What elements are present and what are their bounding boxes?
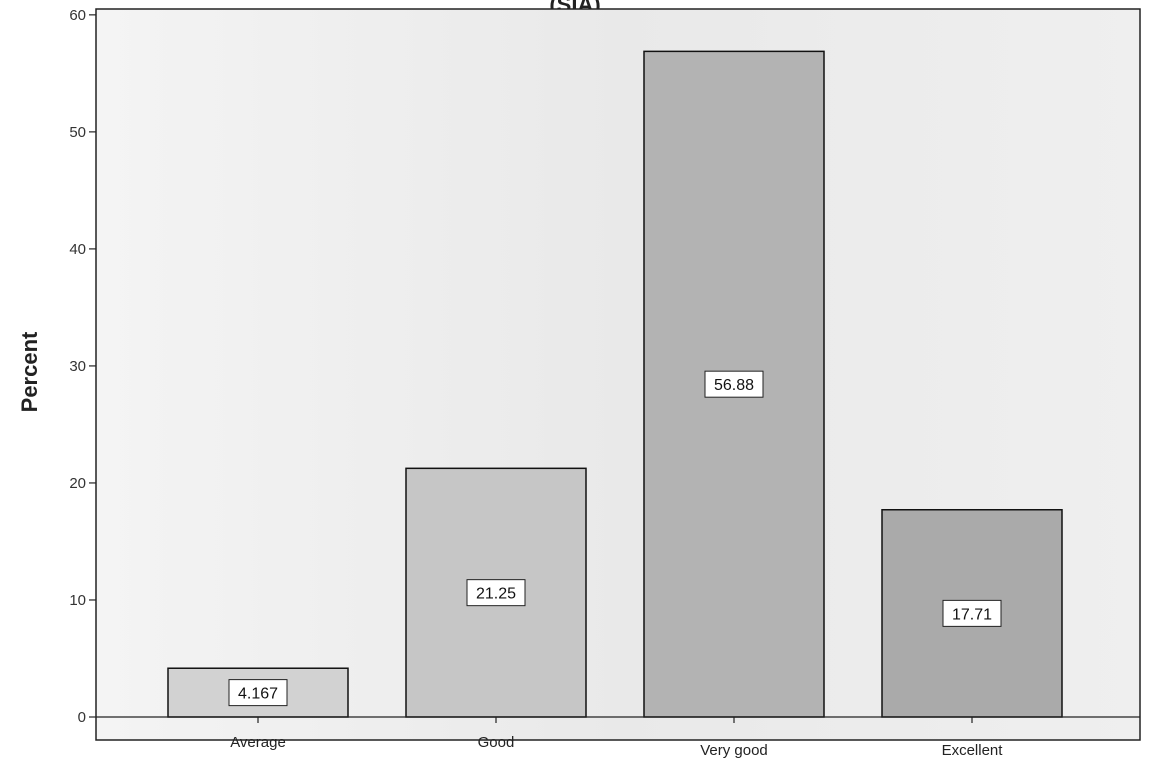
data-label: 17.71: [952, 606, 992, 623]
y-axis-title: Percent: [17, 331, 42, 412]
x-tick-label: Average: [230, 734, 286, 751]
data-label: 4.167: [238, 686, 278, 703]
y-tick-label: 0: [78, 709, 86, 726]
y-tick-label: 40: [69, 241, 86, 258]
data-label: 21.25: [476, 586, 516, 603]
data-label-box: [228, 679, 288, 707]
y-tick-label: 10: [69, 592, 86, 609]
y-tick-label: 30: [69, 358, 86, 375]
data-label-box: [466, 579, 526, 607]
data-label-box: [942, 599, 1002, 627]
x-tick-label: Very good: [700, 742, 768, 759]
x-axis: Average Good Very good Excellent: [96, 716, 1140, 759]
y-tick-label: 50: [69, 124, 86, 141]
x-tick-label: Good: [478, 734, 515, 751]
data-label: 56.88: [714, 377, 754, 394]
x-tick-label: Excellent: [942, 742, 1004, 759]
y-axis: 0 10 20 30 40 50 60: [69, 7, 96, 726]
bars-group: 4.167 21.25 56.88 17.71: [167, 50, 1063, 718]
data-label-box: [704, 370, 764, 398]
y-tick-label: 60: [69, 7, 86, 24]
y-tick-label: 20: [69, 475, 86, 492]
